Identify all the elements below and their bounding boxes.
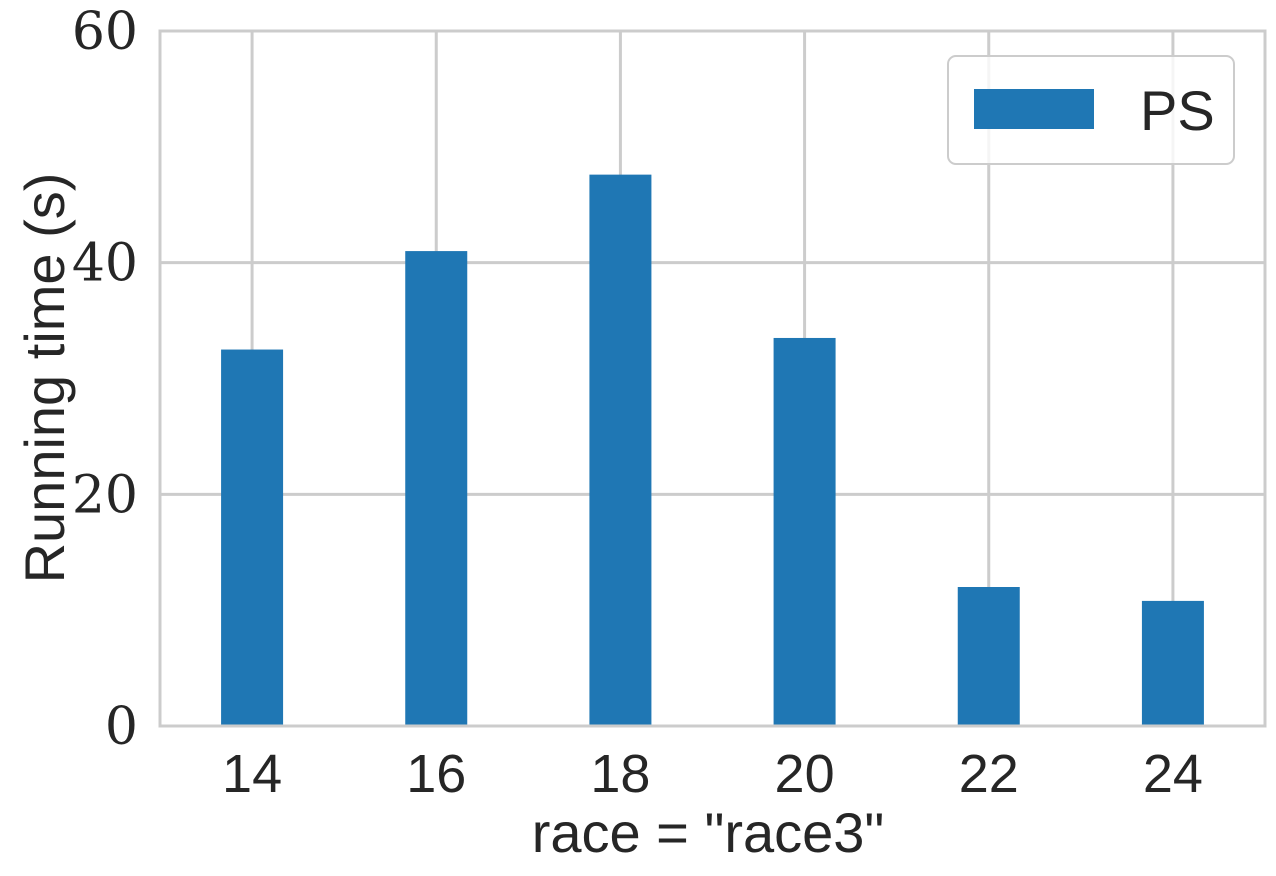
x-tick-label: 22 bbox=[959, 744, 1019, 804]
bar bbox=[773, 337, 836, 726]
x-tick-label: 20 bbox=[775, 744, 835, 804]
y-tick-label: 0 bbox=[105, 697, 138, 757]
x-tick-label: 16 bbox=[406, 744, 466, 804]
bar bbox=[221, 349, 284, 726]
legend: PS bbox=[947, 55, 1235, 165]
y-tick-label: 60 bbox=[72, 2, 138, 62]
x-tick-labels: 14 16 18 20 22 24 bbox=[222, 744, 1203, 804]
x-tick-label: 14 bbox=[222, 744, 282, 804]
bar bbox=[1141, 600, 1204, 726]
y-axis-title: Running time (s) bbox=[13, 173, 76, 584]
x-axis-title: race = "race3" bbox=[532, 801, 885, 864]
x-tick-label: 24 bbox=[1143, 744, 1203, 804]
bars bbox=[221, 174, 1204, 727]
legend-label: PS bbox=[1140, 79, 1215, 142]
y-tick-labels: 0 20 40 60 bbox=[72, 2, 138, 757]
y-tick-label: 20 bbox=[72, 465, 138, 525]
bar bbox=[405, 251, 468, 727]
plot-frame bbox=[158, 29, 1267, 728]
y-tick-label: 40 bbox=[72, 234, 138, 294]
bar bbox=[957, 587, 1020, 726]
legend-swatch bbox=[974, 89, 1094, 129]
bar bbox=[589, 174, 652, 727]
x-tick-label: 18 bbox=[590, 744, 650, 804]
